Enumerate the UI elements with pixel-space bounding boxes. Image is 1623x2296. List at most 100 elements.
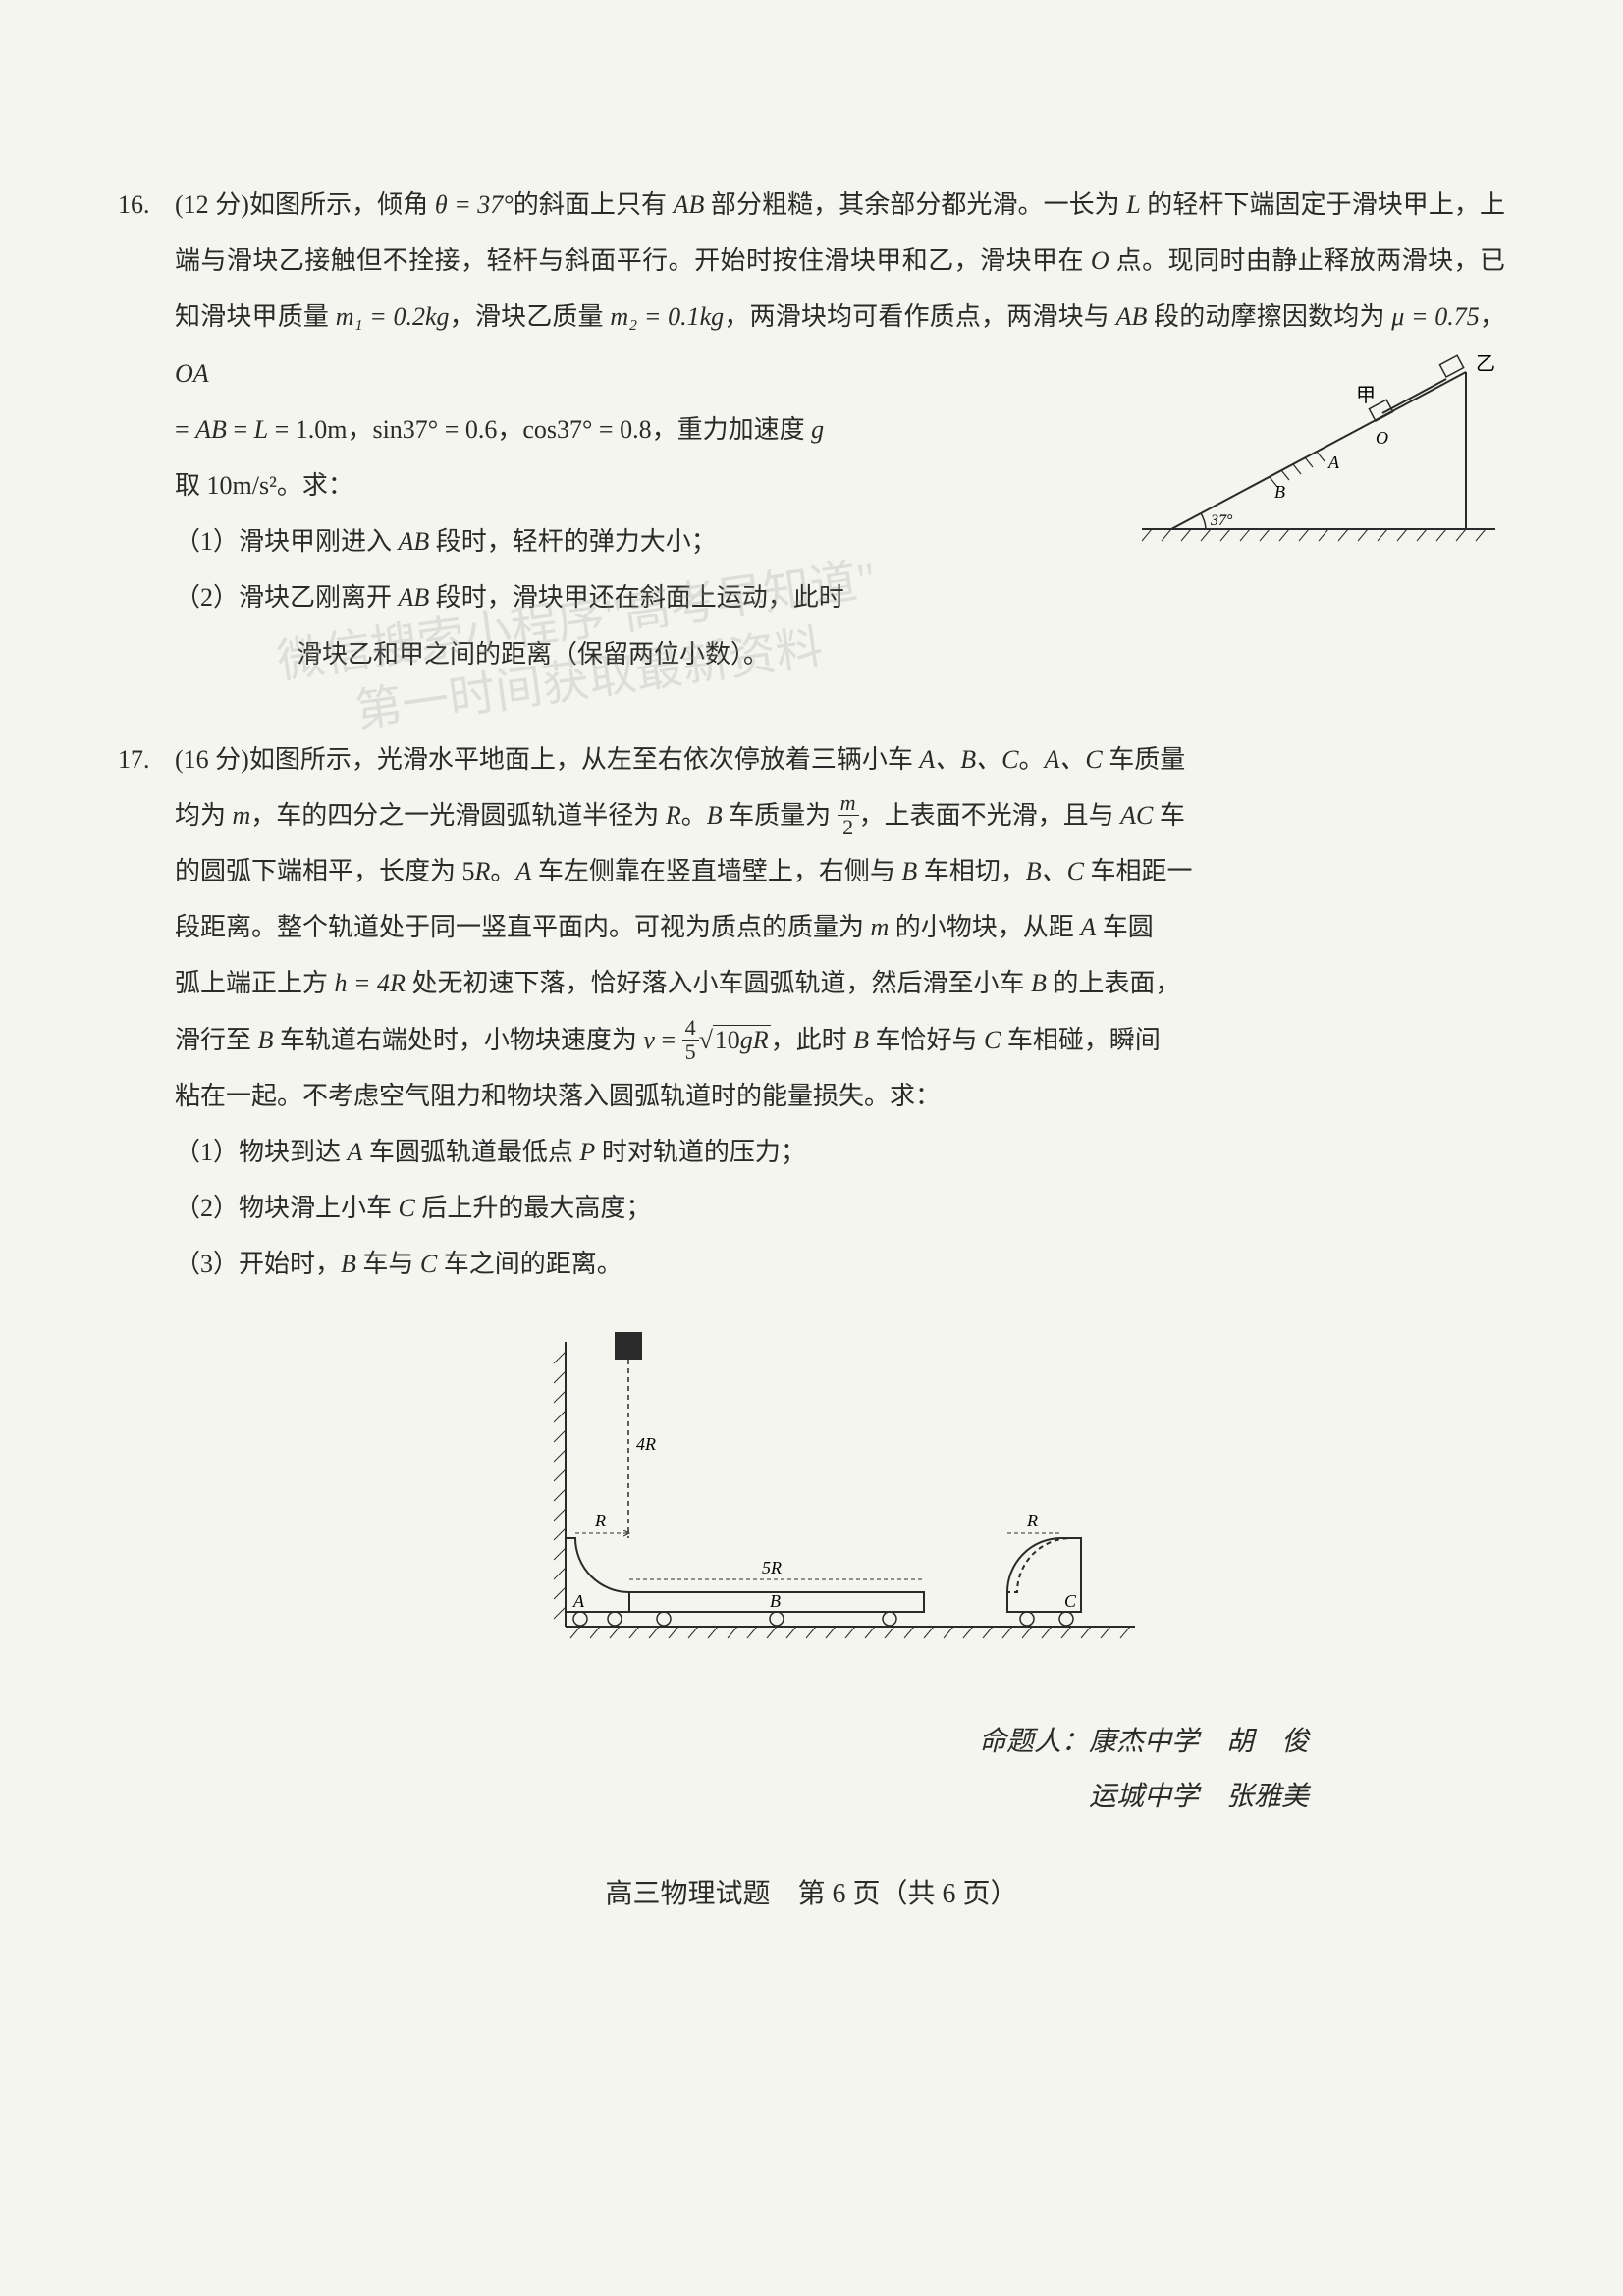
- p17-v: v: [643, 1026, 655, 1054]
- p16-q1b: 段时，轻杆的弹力大小；: [429, 527, 717, 556]
- p16-t1c: 部分粗糙，其余部分都光滑。一长为: [704, 190, 1126, 219]
- p17-q2a: （2）物块滑上小车: [175, 1194, 399, 1222]
- p16-figrow: = AB = L = 1.0m，sin37° = 0.6，cos37° = 0.…: [175, 401, 1505, 682]
- p17-t6b: 车轨道右端处时，小物块速度为: [273, 1026, 643, 1054]
- p17-B4: B: [258, 1026, 274, 1054]
- p16-t4a: 乙质量: [526, 302, 610, 331]
- p16-g: g: [811, 415, 824, 444]
- figure-17: A R 4R B 5R C R: [536, 1322, 1145, 1656]
- p17-A1: A: [515, 857, 531, 885]
- p17-q1c: 时对轨道的压力；: [595, 1138, 806, 1166]
- fig17-R2-label: R: [1026, 1511, 1038, 1530]
- p16-q2c: 滑块乙和甲之间的距离（保留两位小数）。: [175, 626, 1505, 682]
- p17-q1b: 车圆弧轨道最低点: [362, 1138, 579, 1166]
- fig16-B-label: B: [1274, 482, 1285, 502]
- p17-t2c: 。: [681, 801, 707, 829]
- p16-mu: μ = 0.75: [1391, 302, 1479, 331]
- p17-t3c: 车左侧靠在竖直墙壁上，右侧与: [531, 857, 901, 885]
- fig17-5R-label: 5R: [762, 1558, 782, 1577]
- p16-q2a: （2）滑块乙刚离开: [175, 583, 399, 612]
- p16-t4c: 段的动摩擦因数均为: [1147, 302, 1391, 331]
- p17-q3a: （3）开始时，: [175, 1250, 341, 1278]
- p17-t2b: ，车的四分之一光滑圆弧轨道半径为: [250, 801, 666, 829]
- p16-q1a: （1）滑块甲刚进入: [175, 527, 399, 556]
- p17-B6: B: [341, 1250, 356, 1278]
- p17-t3e: 车相距一: [1084, 857, 1193, 885]
- p16-t5a: =: [175, 415, 195, 444]
- p17-ac1: A、C: [1044, 745, 1102, 774]
- p17-t6e: 车恰好与: [869, 1026, 984, 1054]
- p17-q2: （2）物块滑上小车 C 后上升的最大高度；: [175, 1180, 1505, 1236]
- p16-ab3: AB: [195, 415, 227, 444]
- fig16-jia-label: 甲: [1356, 385, 1376, 406]
- p17-B2: B: [901, 857, 917, 885]
- p16-ab1: AB: [674, 190, 705, 219]
- p17-A3: A: [348, 1138, 363, 1166]
- p17-q3c: 车之间的距离。: [437, 1250, 622, 1278]
- credits-line2: 运城中学 张雅美: [118, 1770, 1309, 1825]
- p17-B1: B: [707, 801, 723, 829]
- problem-16-body: 16.(12 分)如图所示，倾角 θ = 37°的斜面上只有 AB 部分粗糙，其…: [118, 177, 1505, 682]
- figure-16: 37° B A O 甲 乙: [1132, 352, 1505, 549]
- p16-O: O: [1091, 246, 1109, 275]
- p16-theta: θ = 37°: [435, 190, 514, 219]
- p17-q1a: （1）物块到达: [175, 1138, 348, 1166]
- p16-ab5: AB: [399, 583, 430, 612]
- p17-t4c: 车圆: [1096, 913, 1154, 941]
- p16-t4d: ，: [1480, 302, 1505, 331]
- page-footer: 高三物理试题 第 6 页（共 6 页）: [118, 1864, 1505, 1925]
- p17-t6a: 滑行至: [175, 1026, 258, 1054]
- p17-t3d: 车相切，: [917, 857, 1026, 885]
- p17-t3a: 的圆弧下端相平，长度为 5: [175, 857, 475, 885]
- credits: 命题人：康杰中学 胡 俊 运城中学 张雅美: [118, 1715, 1505, 1825]
- problem-number-17: 17.: [118, 731, 175, 787]
- fig17-R-label: R: [594, 1511, 606, 1530]
- problem-16: 16.(12 分)如图所示，倾角 θ = 37°的斜面上只有 AB 部分粗糙，其…: [118, 177, 1505, 682]
- p17-t5a: 弧上端正上方: [175, 969, 335, 997]
- p16-t5b: =: [227, 415, 254, 444]
- p17-t2e: ，上表面不光滑，且与: [859, 801, 1121, 829]
- p17-t2d: 车质量为: [723, 801, 838, 829]
- p16-m1: m₁ = 0.2kg: [336, 302, 450, 331]
- p16-ab4: AB: [399, 527, 430, 556]
- p17-t7: 粘在一起。不考虑空气阻力和物块落入圆弧轨道时的能量损失。求：: [175, 1082, 941, 1110]
- p17-points: (16 分): [175, 745, 249, 774]
- p17-sqrt: 10gR: [699, 1012, 771, 1068]
- problem-number-16: 16.: [118, 177, 175, 233]
- fig16-angle-label: 37°: [1210, 512, 1233, 529]
- p16-L2: L: [254, 415, 268, 444]
- p17-R2: R: [475, 857, 491, 885]
- p16-L1: L: [1126, 190, 1140, 219]
- p17-t3b: 。: [490, 857, 515, 885]
- p17-m: m: [233, 801, 251, 829]
- p17-t5c: 的上表面，: [1047, 969, 1181, 997]
- fig17-B-label: B: [770, 1591, 781, 1611]
- p17-ac2: AC: [1120, 801, 1153, 829]
- p17-R1: R: [666, 801, 681, 829]
- problem-17: 17.(16 分)如图所示，光滑水平地面上，从左至右依次停放着三辆小车 A、B、…: [118, 731, 1505, 1656]
- fig16-A-label: A: [1327, 453, 1340, 472]
- p16-t1d: 的: [1141, 190, 1173, 219]
- p16-t3a: 块甲和乙，滑块甲在: [850, 246, 1091, 275]
- p17-t5b: 处无初速下落，恰好落入小车圆弧轨道，然后滑至小车: [406, 969, 1031, 997]
- p17-t4b: 的小物块，从距: [889, 913, 1080, 941]
- p16-t1a: 如图所示，倾角: [249, 190, 435, 219]
- p16-t3c: ，滑块: [449, 302, 526, 331]
- p16-q2b: 段时，滑块甲还在斜面上运动，此时: [429, 583, 844, 612]
- p17-h: h = 4R: [335, 969, 406, 997]
- p16-t6a: 取 10m/s²。求：: [175, 471, 353, 500]
- p17-B3: B: [1031, 969, 1047, 997]
- p17-q3: （3）开始时，B 车与 C 车之间的距离。: [175, 1236, 1505, 1292]
- p17-t1a: 如图所示，光滑水平地面上，从左至右依次停放着三辆小车: [249, 745, 920, 774]
- p16-OA: OA: [175, 359, 209, 388]
- p17-q1: （1）物块到达 A 车圆弧轨道最低点 P 时对轨道的压力；: [175, 1124, 1505, 1180]
- credits-line1: 命题人：康杰中学 胡 俊: [118, 1715, 1309, 1770]
- p17-t6d: ，此时: [771, 1026, 854, 1054]
- problem-17-body: 17.(16 分)如图所示，光滑水平地面上，从左至右依次停放着三辆小车 A、B、…: [118, 731, 1505, 1656]
- p17-P: P: [579, 1138, 595, 1166]
- p17-t2a: 均为: [175, 801, 233, 829]
- p17-t1b: 。: [1018, 745, 1044, 774]
- p17-t1c: 车质量: [1103, 745, 1186, 774]
- p16-t5c: = 1.0m，sin37° = 0.6，cos37° = 0.8，重力加速度: [268, 415, 811, 444]
- p16-t4b: ，两滑块均可看作质点，两滑块与: [724, 302, 1115, 331]
